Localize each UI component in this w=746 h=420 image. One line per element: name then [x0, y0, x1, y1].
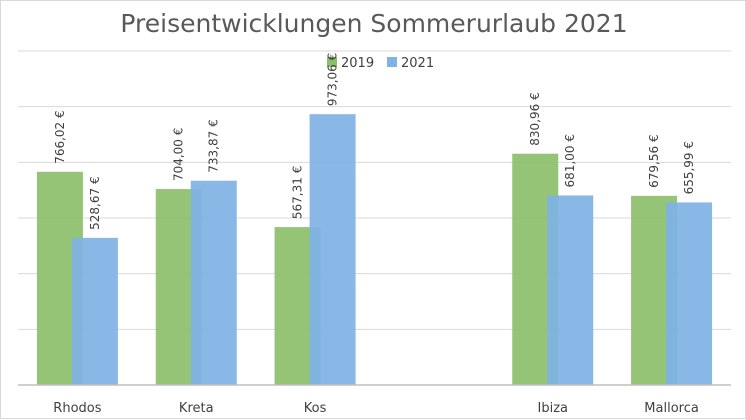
- data-label-kreta-2019: 704,00 €: [172, 128, 186, 181]
- legend-swatch-2019: [327, 57, 337, 67]
- data-label-kos-2019: 567,31 €: [291, 166, 305, 219]
- category-label-ibiza: Ibiza: [538, 401, 569, 416]
- data-label-mallorca-2019: 679,56 €: [647, 134, 661, 187]
- legend-label-2021: 2021: [401, 56, 434, 71]
- data-label-mallorca-2021: 655,99 €: [682, 141, 696, 194]
- data-label-kos-2021: 973,06 €: [326, 53, 340, 106]
- data-label-ibiza-2019: 830,96 €: [528, 92, 542, 145]
- bar-rhodos-2021: [71, 237, 118, 385]
- legend-label-2019: 2019: [341, 56, 374, 71]
- bars-group: [36, 114, 713, 385]
- bar-kreta-2021: [190, 180, 237, 385]
- legend-swatch-2021: [387, 57, 397, 67]
- data-label-kreta-2021: 733,87 €: [207, 119, 221, 172]
- bar-mallorca-2021: [666, 202, 713, 385]
- value-labels-group: 766,02 € 528,67 € 704,00 € 733,87 € 567,31 €…: [53, 53, 696, 230]
- category-label-rhodos: Rhodos: [53, 401, 101, 416]
- category-labels-group: Rhodos Kreta Kos Ibiza Mallorca: [53, 401, 699, 416]
- bar-ibiza-2021: [547, 195, 594, 385]
- category-label-mallorca: Mallorca: [644, 401, 699, 416]
- chart-title: Preisentwicklungen Sommerurlaub 2021: [120, 9, 627, 38]
- category-label-kos: Kos: [304, 401, 327, 416]
- category-label-kreta: Kreta: [179, 401, 214, 416]
- data-label-ibiza-2021: 681,00 €: [563, 134, 577, 187]
- data-label-rhodos-2021: 528,67 €: [88, 176, 102, 229]
- bar-kos-2021: [309, 114, 356, 385]
- gridlines: [18, 50, 731, 330]
- legend: 2019 2021: [327, 56, 434, 71]
- data-label-rhodos-2019: 766,02 €: [53, 110, 67, 163]
